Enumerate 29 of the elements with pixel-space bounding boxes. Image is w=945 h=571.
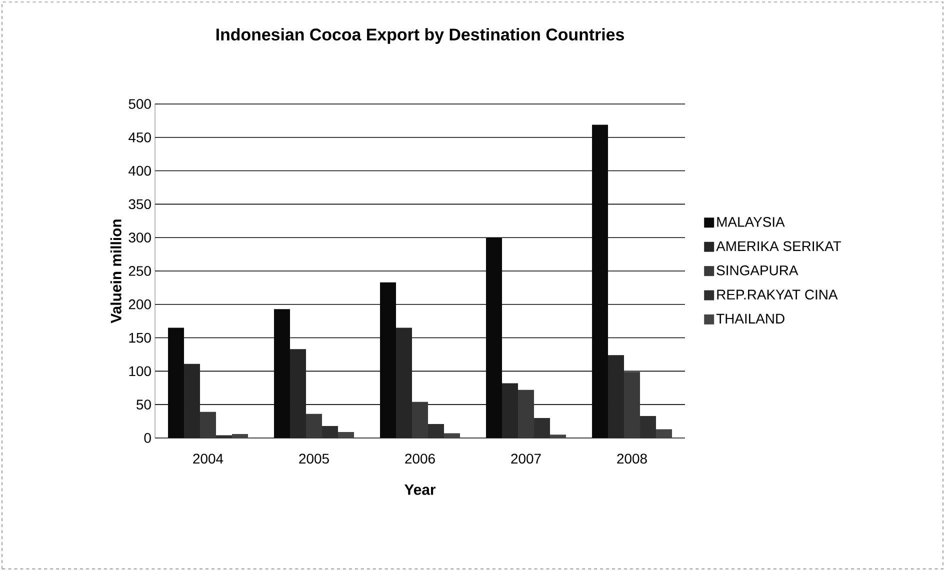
bar	[502, 383, 518, 438]
y-tick-label: 0	[144, 433, 151, 443]
legend-label: SINGAPURA	[716, 265, 798, 276]
y-tick-label: 400	[128, 166, 151, 176]
legend-label: THAILAND	[716, 314, 784, 324]
y-tick-label: 150	[129, 332, 151, 343]
bar	[290, 349, 306, 438]
x-tick-label: 2004	[193, 454, 224, 464]
legend-label: MALAYSIA	[717, 216, 785, 227]
y-tick-label: 350	[128, 199, 151, 210]
legend-label: REP.RAKYAT CINA	[717, 290, 838, 300]
x-axis-title: Year	[404, 484, 436, 495]
y-axis-title: Valuein million	[110, 220, 122, 324]
y-tick-label: 100	[129, 366, 151, 376]
y-tick-label: 50	[136, 400, 151, 410]
y-tick-label: 200	[128, 299, 151, 310]
x-tick-label: 2006	[405, 454, 435, 464]
y-tick-label: 500	[128, 99, 151, 109]
y-tick-label: 300	[128, 232, 151, 243]
bar	[184, 364, 200, 438]
chart-title: Indonesian Cocoa Export by Destination Countries	[216, 28, 624, 44]
bar	[608, 355, 624, 438]
x-tick-label: 2008	[617, 454, 647, 464]
x-tick-label: 2005	[299, 454, 329, 464]
y-tick-label: 250	[128, 266, 151, 276]
bar	[396, 328, 412, 438]
x-tick-label: 2007	[511, 454, 541, 464]
legend-label: AMERIKA SERIKAT	[716, 241, 842, 252]
y-tick-label: 450	[128, 132, 151, 142]
